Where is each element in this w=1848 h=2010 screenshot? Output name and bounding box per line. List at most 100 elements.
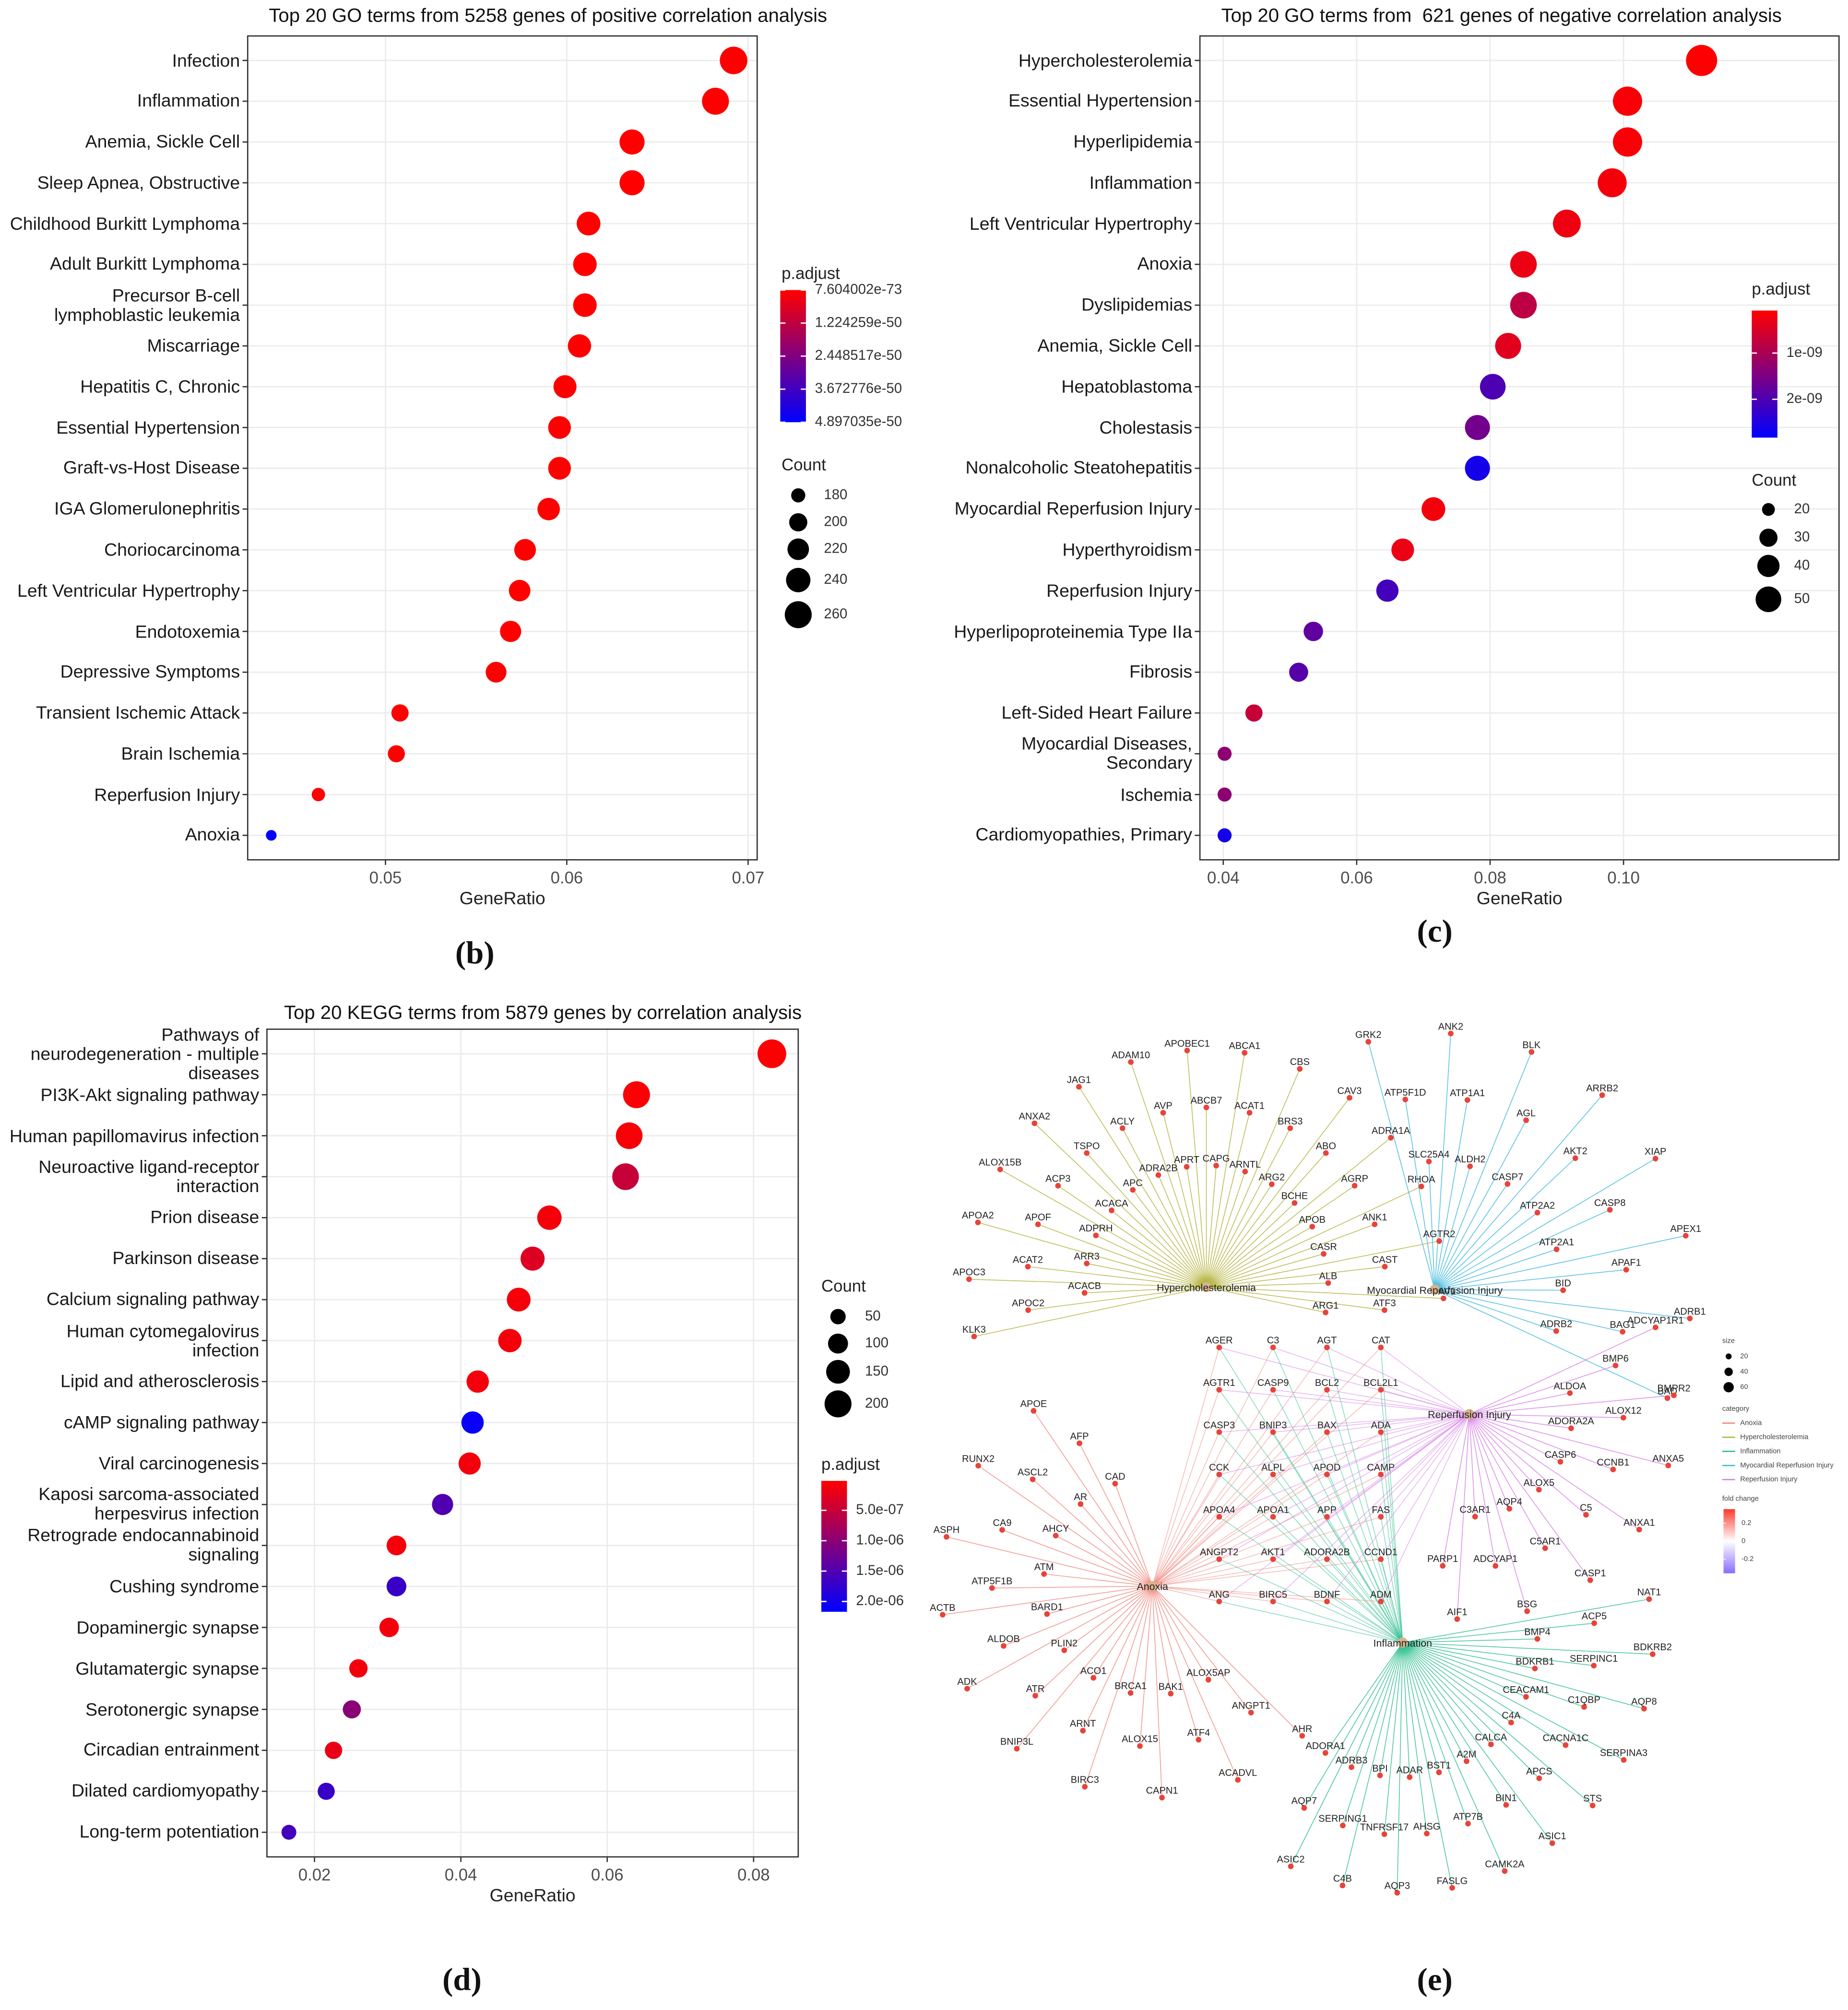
gene-node — [1664, 1395, 1670, 1401]
edge — [1397, 1643, 1403, 1893]
gene-node — [1270, 1514, 1276, 1520]
edge — [1434, 1120, 1527, 1290]
dot — [548, 416, 571, 439]
gene-node — [1418, 1183, 1424, 1190]
edge — [1152, 1585, 1273, 1602]
edge — [1327, 1389, 1470, 1415]
gene-node — [939, 1612, 946, 1618]
edge — [1327, 1414, 1470, 1602]
category-label: Kaposi sarcoma-associated herpesvirus in… — [38, 1484, 260, 1524]
gene-label: BIRC5 — [1259, 1589, 1287, 1600]
category-label: Hypercholesterolemia — [1018, 49, 1193, 71]
category-label-box: cAMP signaling pathway — [64, 1412, 259, 1431]
gene-label: ATP2A2 — [1520, 1201, 1555, 1211]
category-label: Left Ventricular Hypertrophy — [969, 213, 1193, 234]
colorbar-label: 5.0e-07 — [856, 1502, 904, 1517]
category-label-box: Hyperlipidemia — [1073, 132, 1192, 151]
category-label-box: Anemia, Sickle Cell — [1037, 336, 1192, 355]
gene-label: RUNX2 — [962, 1454, 995, 1464]
dot — [507, 1288, 531, 1312]
edge — [1327, 1474, 1403, 1643]
edge — [1219, 1516, 1403, 1643]
edge — [1000, 1169, 1207, 1288]
gene-label: ASIC1 — [1539, 1831, 1566, 1842]
gene-node — [1549, 1840, 1555, 1846]
gene-node — [1084, 1260, 1090, 1266]
dot — [573, 252, 597, 276]
edge — [1096, 1235, 1207, 1288]
legend-label: 200 — [865, 1395, 888, 1411]
category-label-box: PI3K-Akt signaling pathway — [40, 1085, 259, 1104]
edge — [1380, 1414, 1470, 1475]
edge — [1405, 1099, 1435, 1290]
edge — [1079, 1443, 1153, 1586]
gene-node — [1568, 1425, 1574, 1431]
dot — [500, 621, 521, 642]
edge — [1093, 1585, 1153, 1679]
gene-node — [1076, 1084, 1082, 1090]
gene-node — [966, 1276, 972, 1282]
gene-node — [1323, 1310, 1328, 1315]
category-label-box: Serotonergic synapse — [85, 1699, 259, 1718]
edge — [1434, 1289, 1557, 1332]
legend-dot — [1723, 1382, 1734, 1393]
gene-label: ARNT — [1070, 1719, 1096, 1729]
category-label-box: Inflammation — [1090, 173, 1192, 192]
gene-node — [1242, 1169, 1248, 1175]
edge — [1206, 1052, 1245, 1288]
edge — [1114, 1483, 1153, 1586]
category-label: Left Ventricular Hypertrophy — [17, 579, 240, 601]
category-label-box: Prion disease — [150, 1207, 259, 1227]
legend-label: 50 — [1794, 591, 1810, 606]
edge — [1206, 1184, 1272, 1288]
edge — [1368, 1041, 1435, 1290]
gene-node — [1436, 1769, 1442, 1775]
edge — [1434, 1289, 1690, 1319]
gene-label: CAPG — [1203, 1154, 1230, 1164]
edge — [1002, 1529, 1153, 1587]
dot — [343, 1700, 361, 1719]
gene-label: ALOX5 — [1523, 1478, 1554, 1488]
legend-title: Count — [1752, 471, 1796, 489]
gene-node — [1030, 1476, 1036, 1482]
x-tick-label: 0.06 — [591, 1866, 624, 1884]
gene-node — [1623, 1266, 1629, 1273]
gene-node — [1349, 1764, 1354, 1770]
category-label: Human cytomegalovirus infection — [66, 1320, 260, 1360]
edge — [1434, 1158, 1656, 1290]
gene-label: ACP3 — [1045, 1174, 1070, 1184]
gene-label: ANGPT1 — [1232, 1701, 1270, 1711]
gene-node — [1652, 1324, 1658, 1330]
gene-node — [1270, 1556, 1276, 1562]
edge — [1206, 1287, 1326, 1313]
edge — [1469, 1414, 1561, 1462]
gene-node — [1270, 1344, 1276, 1350]
gene-label: ADK — [957, 1677, 977, 1687]
category-label: Long-term potentiation — [79, 1821, 260, 1842]
edge — [1402, 1642, 1566, 1746]
gene-label: KLK3 — [962, 1324, 986, 1335]
gene-node — [1235, 1777, 1241, 1783]
gene-label: ADAR — [1396, 1765, 1423, 1775]
gene-label: ACO1 — [1080, 1666, 1107, 1677]
legend-title: Count — [782, 456, 826, 474]
edge — [1016, 1585, 1153, 1749]
gene-node — [1216, 1344, 1222, 1350]
edge — [1206, 1226, 1313, 1288]
dot — [720, 47, 747, 74]
legend-label: 200 — [824, 514, 847, 530]
edge — [1342, 1642, 1403, 1886]
edge — [1402, 1642, 1593, 1806]
gene-node — [1381, 1831, 1387, 1837]
gene-node — [1377, 1773, 1383, 1778]
gene-label: BDKRB1 — [1516, 1656, 1554, 1667]
gene-label: ACP5 — [1582, 1611, 1607, 1622]
edge — [1273, 1601, 1403, 1643]
gene-label: SERPINA3 — [1600, 1748, 1647, 1759]
gene-node — [1378, 1471, 1384, 1478]
gene-node — [1053, 1533, 1059, 1538]
edge — [1380, 1474, 1403, 1643]
edge — [1469, 1327, 1656, 1415]
edge — [978, 1465, 1153, 1587]
edge — [1152, 1474, 1327, 1587]
